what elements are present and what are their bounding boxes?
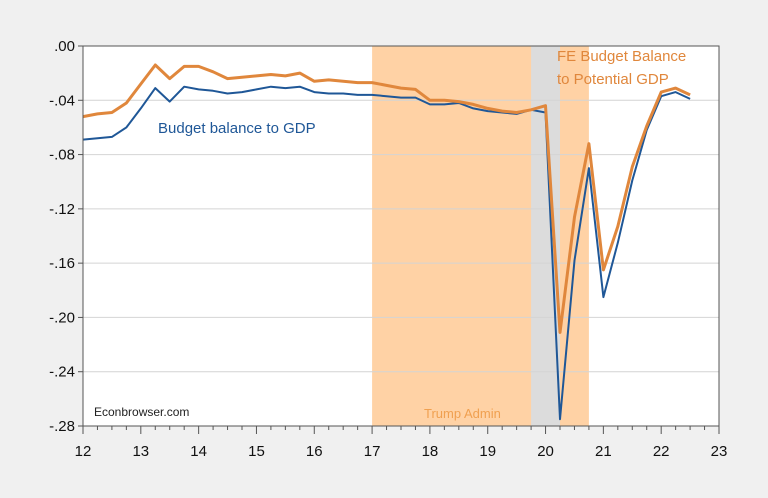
x-tick-label: 22	[653, 443, 670, 460]
y-tick-label: -.16	[49, 255, 75, 272]
series-label-budget-balance: Budget balance to GDP	[158, 120, 316, 137]
y-tick-label: -.04	[49, 92, 75, 109]
series-label-fe-budget-line2: to Potential GDP	[557, 71, 669, 88]
x-tick-label: 18	[422, 443, 439, 460]
source-label: Econbrowser.com	[94, 405, 189, 419]
x-tick-label: 23	[711, 443, 728, 460]
y-tick-label: -.24	[49, 364, 75, 381]
x-tick-label: 14	[190, 443, 207, 460]
x-tick-label: 13	[132, 443, 149, 460]
shade-label-trump-admin: Trump Admin	[424, 406, 501, 421]
x-tick-label: 20	[537, 443, 554, 460]
x-tick-label: 12	[75, 443, 92, 460]
series-label-fe-budget-line1: FE Budget Balance	[557, 48, 686, 65]
y-tick-label: -.12	[49, 201, 75, 218]
y-tick-label: -.08	[49, 147, 75, 164]
y-tick-label: -.28	[49, 418, 75, 435]
y-tick-label: .00	[54, 38, 75, 55]
shade-recession	[531, 46, 560, 426]
y-tick-label: -.20	[49, 309, 75, 326]
x-tick-label: 15	[248, 443, 265, 460]
x-tick-label: 21	[595, 443, 612, 460]
x-tick-label: 19	[479, 443, 496, 460]
x-tick-label: 16	[306, 443, 323, 460]
x-tick-label: 17	[364, 443, 381, 460]
